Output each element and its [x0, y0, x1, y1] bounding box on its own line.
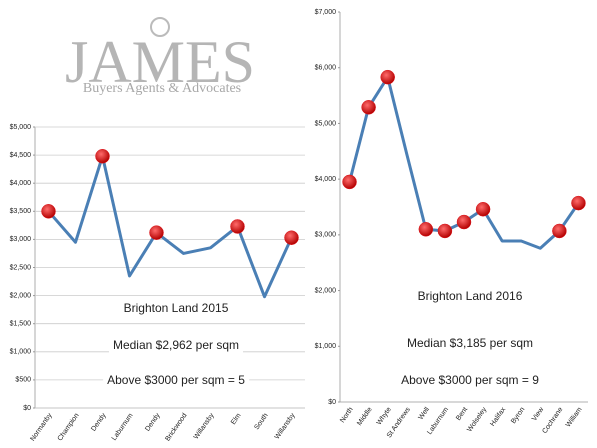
y-tick-label: $5,000 [315, 120, 337, 127]
x-tick-label: View [531, 405, 546, 422]
x-tick-label: Well [418, 406, 432, 421]
data-marker [380, 69, 395, 85]
x-tick-label: Byron [510, 406, 526, 425]
y-tick-label: $3,000 [10, 236, 32, 243]
y-tick-label: $4,000 [10, 180, 32, 187]
data-marker [230, 219, 245, 234]
y-tick-label: $7,000 [315, 9, 337, 16]
y-tick-label: $3,000 [315, 232, 337, 239]
data-marker [571, 195, 586, 211]
x-tick-label: Wolseley [466, 406, 488, 434]
x-tick-label: Champion [57, 412, 81, 442]
x-tick-label: William [565, 406, 584, 429]
y-tick-label: $1,000 [315, 343, 337, 350]
chart-title-box: Brighton Land 2016 [413, 287, 527, 306]
annotation: Median $3,185 per sqm [407, 336, 533, 350]
annotation-box: Above $3000 per sqm = 9 [397, 371, 544, 390]
x-tick-label: Brickwood [164, 412, 188, 443]
annotation: Median $2,962 per sqm [113, 338, 239, 352]
x-tick-label: Dendy [90, 412, 108, 433]
data-marker [418, 222, 434, 237]
x-tick-label: Normanby [29, 412, 54, 443]
annotation-box: Median $3,185 per sqm [402, 334, 538, 353]
x-tick-label: Middle [356, 406, 374, 427]
x-tick-label: Bent [455, 406, 469, 422]
logo: JAMES Buyers Agents & Advocates [65, 17, 255, 96]
data-marker [149, 225, 164, 240]
annotation: Above $3000 per sqm = 5 [107, 373, 245, 387]
x-tick-label: Willansby [274, 412, 297, 441]
data-marker [41, 204, 56, 219]
annotation-box: Median $2,962 per sqm [108, 336, 244, 355]
text-background [119, 299, 233, 318]
x-tick-label: Dendy [144, 412, 162, 433]
x-tick-label: Whyte [376, 406, 393, 426]
y-tick-label: $4,000 [315, 176, 337, 183]
logo-title: JAMES [65, 29, 255, 95]
logo-emblem [150, 17, 170, 37]
y-tick-label: $1,000 [10, 349, 32, 356]
annotation: Above $3000 per sqm = 9 [401, 373, 539, 387]
data-marker [456, 214, 472, 230]
text-background [103, 371, 250, 390]
x-tick-label: Elm [230, 412, 243, 426]
data-marker [95, 148, 110, 164]
y-tick-label: $2,000 [10, 292, 32, 299]
text-background [413, 287, 527, 306]
y-tick-label: $2,500 [10, 264, 32, 271]
logo-subtitle: Buyers Agents & Advocates [83, 81, 241, 96]
data-marker [475, 201, 491, 217]
y-tick-label: $4,500 [10, 152, 32, 159]
data-marker [361, 100, 376, 115]
y-tick-label: $2,000 [315, 287, 337, 294]
y-tick-label: $6,000 [315, 65, 337, 72]
data-marker [284, 230, 299, 245]
x-tick-label: Laburnum [111, 412, 135, 442]
chart-title-box: Brighton Land 2015 [119, 299, 233, 318]
data-marker [342, 174, 357, 190]
data-marker [552, 223, 567, 239]
y-tick-label: $5,000 [10, 124, 32, 131]
x-tick-label: Halifax [489, 406, 507, 428]
y-tick-label: $1,500 [10, 321, 32, 328]
y-tick-label: $0 [23, 405, 31, 412]
annotation-box: Above $3000 per sqm = 5 [103, 371, 250, 390]
y-tick-label: $3,500 [10, 208, 32, 215]
y-tick-label: $500 [15, 377, 31, 384]
x-tick-label: Willansby [193, 412, 216, 441]
x-tick-label: South [253, 412, 269, 431]
text-background [402, 334, 538, 353]
chart-title: Brighton Land 2016 [418, 289, 523, 303]
chart-title: Brighton Land 2015 [124, 301, 229, 315]
text-background [108, 336, 244, 355]
y-tick-label: $0 [328, 399, 336, 406]
data-marker [437, 223, 453, 239]
data-line [47, 154, 293, 299]
x-tick-label: North [339, 406, 355, 424]
text-background [397, 371, 544, 390]
